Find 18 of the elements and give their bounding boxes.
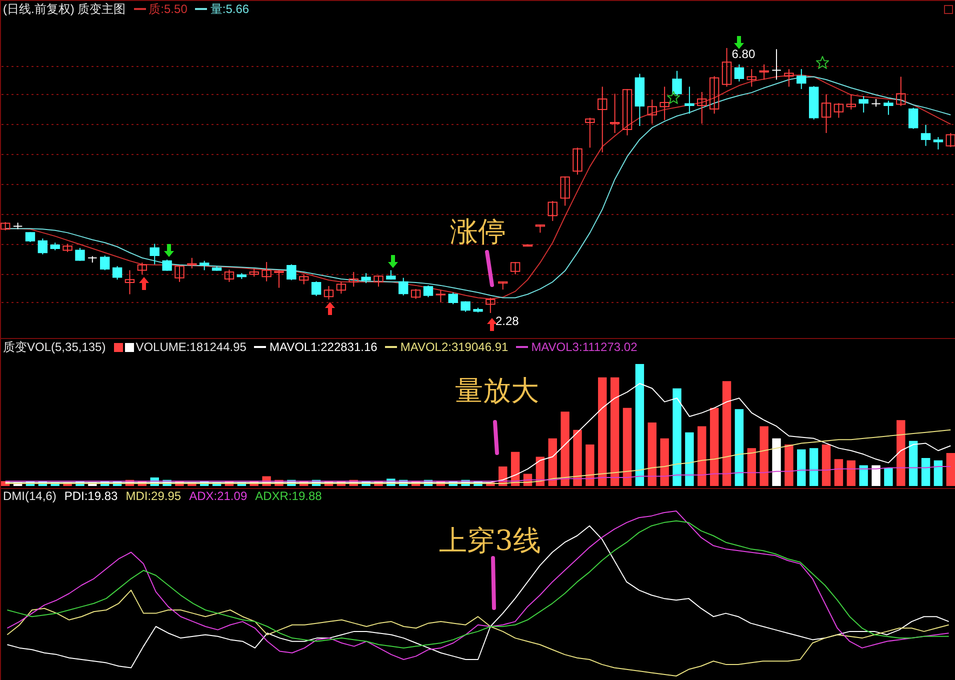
text: 2.28 [495,314,520,328]
text: MDI:29.95 [126,489,182,503]
legend-label: MAVOL1:222831.16 [269,340,378,354]
text: ADXR:19.88 [255,489,322,503]
legend-label: VOLUME:181244.95 [136,340,246,354]
legend-label: 量:5.66 [210,2,250,16]
annotation: 上穿3线 [439,523,541,559]
legend-label: MAVOL2:319046.91 [400,340,508,354]
annotation: 涨停 [450,214,506,250]
chart-title: (日线.前复权) 质变主图 [3,2,126,16]
legend-label: MAVOL3:111273.02 [531,340,638,354]
chart-title: 质变VOL(5,35,135) [3,340,106,354]
legend-label: 质:5.50 [148,2,188,16]
annotation: 6.80 [732,47,756,61]
chart-title: DMI(14,6) [3,489,56,503]
text: ADX:21.09 [189,489,248,503]
annotation: 量放大 [455,373,539,409]
text: PDI:19.83 [64,489,118,503]
